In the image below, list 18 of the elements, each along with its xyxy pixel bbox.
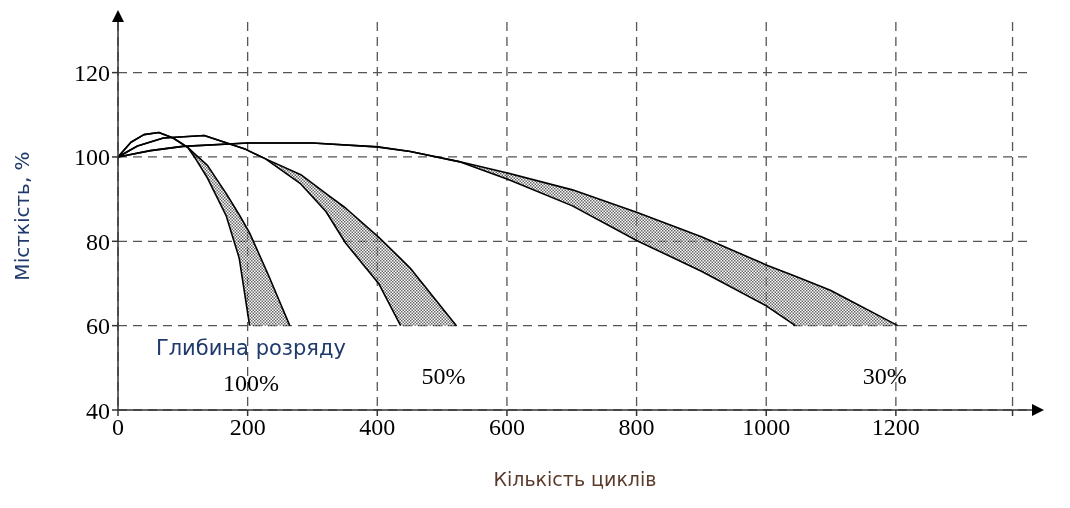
y-tick-label: 120	[74, 60, 110, 87]
y-tick-label: 80	[86, 228, 110, 255]
x-tick-label: 600	[488, 414, 525, 441]
annotation: Глибина розряду	[155, 336, 346, 361]
x-axis-title: Кількість циклів	[493, 468, 657, 490]
x-tick-label: 1000	[742, 414, 791, 441]
x-tick-label: 800	[618, 414, 655, 441]
y-tick-label: 60	[86, 313, 110, 340]
x-tick-label: 1200	[871, 414, 920, 441]
y-tick-label: 100	[74, 144, 110, 171]
y-tick-label: 40	[86, 397, 110, 424]
x-tick-label: 400	[359, 414, 396, 441]
annotation: 30%	[862, 362, 907, 389]
x-tick-label: 0	[112, 414, 124, 441]
annotation: 100%	[222, 370, 279, 397]
y-axis-title: Місткість, %	[10, 151, 35, 281]
x-tick-label: 200	[229, 414, 266, 441]
annotation: 50%	[421, 362, 466, 389]
